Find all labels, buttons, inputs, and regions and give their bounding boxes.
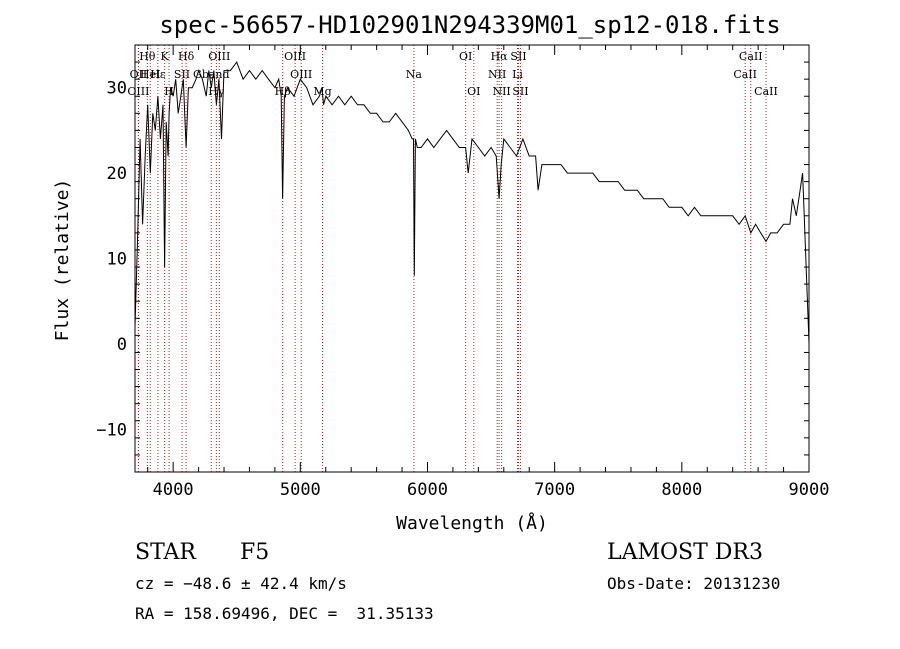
spectral-line-label: SII	[174, 68, 190, 81]
x-tick-label: 6000	[407, 480, 448, 500]
spectral-line-label: NII	[492, 85, 510, 98]
y-axis-ticks: −10 0 10 20 30	[96, 44, 809, 473]
spectral-line-label: OIII	[284, 50, 306, 63]
x-tick-label: 7000	[534, 480, 575, 500]
spectral-line-label: H	[164, 85, 174, 98]
x-axis-ticks: 4000 5000 6000 7000 8000 9000	[147, 45, 830, 500]
spectral-line-label: OI	[467, 85, 480, 98]
spectral-line-label: Hθ	[139, 50, 156, 63]
spectral-line-label: K	[161, 50, 170, 63]
spectral-line-label: OII	[130, 68, 148, 81]
spectral-line-label: Hε	[150, 68, 166, 81]
spectral-line-labels: HθOIIOIIIHeIHεKHHδSIIOIIIGbandHγOIIIOIII…	[127, 50, 777, 98]
flux-series-line	[134, 61, 810, 344]
spectral-line-label: Hγ	[208, 85, 225, 98]
object-class: STAR	[135, 540, 196, 565]
spectral-line-label: OI	[459, 50, 472, 63]
spectral-line-label: NII	[488, 68, 506, 81]
spectral-line-label: SII	[512, 85, 528, 98]
spectral-line-label: CaII	[754, 85, 778, 98]
spectral-line-label: OIII	[127, 85, 149, 98]
x-axis-label: Wavelength (Å)	[396, 512, 548, 534]
spectral-line-label: Hα	[491, 50, 509, 63]
plot-frame	[134, 44, 810, 473]
spectral-line-label: Hδ	[178, 50, 195, 63]
y-tick-label: 10	[107, 250, 127, 270]
x-tick-label: 4000	[153, 480, 194, 500]
spectral-line-label: CaII	[733, 68, 757, 81]
spectral-line-label: HeI	[140, 68, 160, 81]
survey-name: LAMOST DR3	[607, 540, 763, 565]
y-tick-label: 30	[107, 79, 127, 99]
y-tick-label: −10	[96, 420, 127, 440]
chart-title: spec-56657-HD102901N294339M01_sp12-018.f…	[159, 11, 780, 39]
x-tick-label: 9000	[789, 480, 830, 500]
spectral-line-label: Li	[512, 68, 523, 81]
observation-date: Obs-Date: 20131230	[607, 574, 781, 593]
y-axis-label: Flux (relative)	[52, 179, 73, 342]
spectral-line-label: SII	[510, 50, 526, 63]
y-tick-label: 0	[117, 335, 127, 355]
spectral-line-label: Na	[406, 68, 423, 81]
spectral-line-label: OIII	[208, 50, 230, 63]
object-subclass: F5	[240, 540, 270, 565]
spectral-line-label: Hβ	[275, 85, 291, 98]
spectral-line-markers	[137, 45, 767, 472]
spectral-line-label: OIII	[290, 68, 312, 81]
y-tick-label: 20	[107, 164, 127, 184]
spectral-line-label: CaII	[739, 50, 763, 63]
x-tick-label: 5000	[280, 480, 321, 500]
coordinates: RA = 158.69496, DEC = 31.35133	[135, 604, 434, 623]
x-tick-label: 8000	[661, 480, 702, 500]
redshift-velocity: cz = −48.6 ± 42.4 km/s	[135, 574, 347, 593]
